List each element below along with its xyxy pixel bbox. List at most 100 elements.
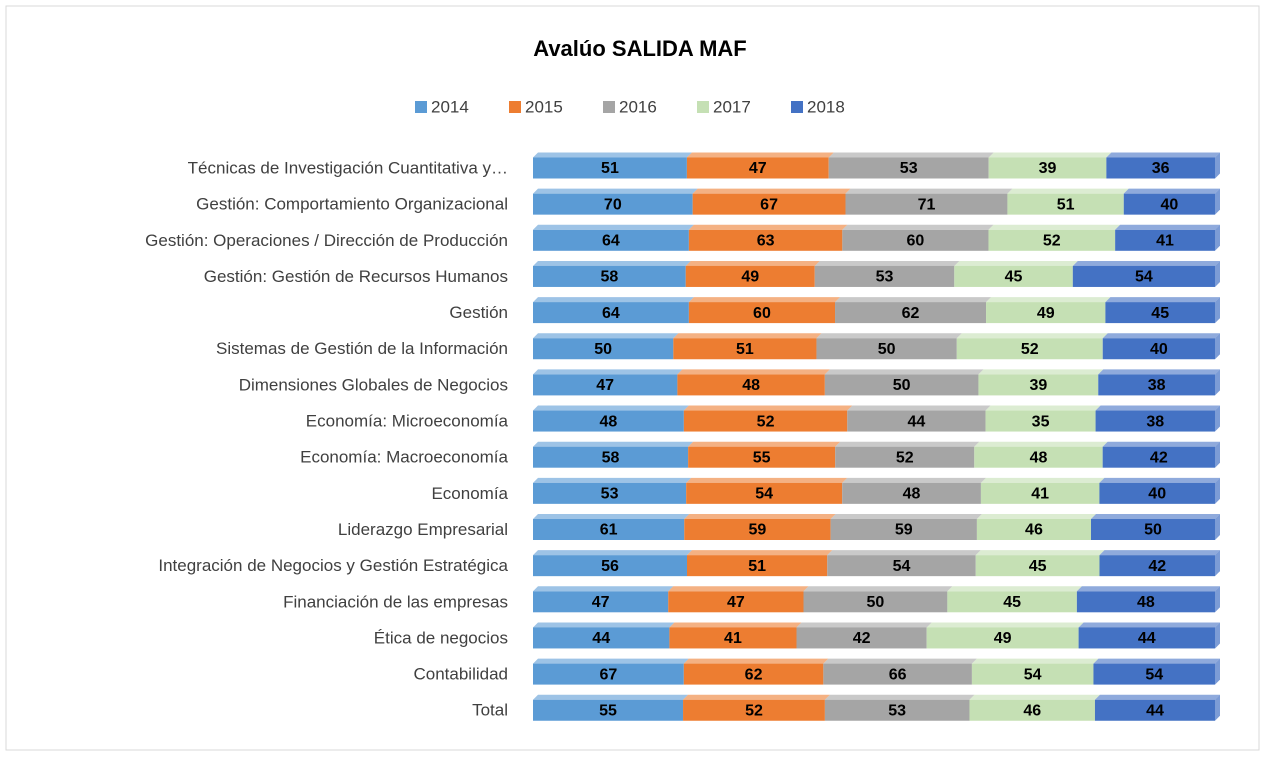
bar-top bbox=[673, 333, 822, 339]
bar-top bbox=[687, 550, 833, 556]
data-label: 53 bbox=[900, 160, 918, 177]
bar-side bbox=[1215, 260, 1220, 287]
bar-segment bbox=[533, 302, 689, 324]
data-label: 53 bbox=[888, 702, 906, 719]
data-label: 58 bbox=[600, 269, 618, 286]
category-label: Total bbox=[472, 701, 508, 720]
bar-top bbox=[1098, 369, 1220, 375]
data-label: 39 bbox=[1039, 160, 1057, 177]
bar-segment bbox=[827, 555, 976, 577]
bar-segment bbox=[842, 229, 989, 251]
bar-top bbox=[668, 586, 809, 592]
data-label: 45 bbox=[1151, 305, 1169, 322]
bar-segment bbox=[533, 663, 684, 685]
category-label: Contabilidad bbox=[413, 665, 508, 684]
data-label: 41 bbox=[1156, 233, 1174, 250]
bar-top bbox=[845, 188, 1013, 194]
chart-title: Avalúo SALIDA MAF bbox=[533, 36, 746, 61]
data-label: 45 bbox=[1005, 269, 1023, 286]
legend-label: 2018 bbox=[807, 97, 845, 116]
data-label: 51 bbox=[748, 558, 766, 575]
bar-segment bbox=[677, 374, 825, 396]
data-label: 62 bbox=[902, 305, 920, 322]
data-label: 62 bbox=[745, 666, 763, 683]
bar-segment bbox=[835, 302, 987, 324]
bar-top bbox=[803, 586, 953, 592]
bar-top bbox=[533, 694, 689, 700]
bar-top bbox=[533, 477, 692, 483]
data-label: 51 bbox=[736, 341, 754, 358]
bar-top bbox=[947, 586, 1082, 592]
bar-segment bbox=[533, 410, 684, 432]
data-label: 52 bbox=[1043, 233, 1061, 250]
bar-top bbox=[971, 658, 1099, 664]
data-label: 42 bbox=[853, 630, 871, 647]
bar-top bbox=[677, 369, 830, 375]
bar-top bbox=[533, 586, 674, 592]
bar-top bbox=[1076, 586, 1220, 592]
category-label: Liderazgo Empresarial bbox=[338, 520, 508, 539]
bar-side bbox=[1215, 152, 1220, 179]
data-label: 70 bbox=[604, 196, 622, 213]
data-label: 41 bbox=[724, 630, 742, 647]
bar-side bbox=[1215, 477, 1220, 504]
bar-side bbox=[1215, 333, 1220, 360]
bar-segment bbox=[683, 663, 824, 685]
bar-segment bbox=[1102, 446, 1215, 468]
bar-segment bbox=[533, 591, 669, 613]
data-label: 48 bbox=[903, 486, 921, 503]
data-label: 42 bbox=[1148, 558, 1166, 575]
bar-top bbox=[688, 224, 848, 230]
bar-top bbox=[683, 658, 829, 664]
data-label: 49 bbox=[994, 630, 1012, 647]
data-label: 39 bbox=[1029, 377, 1047, 394]
bar-segment bbox=[1072, 265, 1215, 287]
bar-segment bbox=[688, 302, 836, 324]
bar-segment bbox=[533, 157, 687, 179]
bar-segment bbox=[1105, 302, 1215, 324]
bar-top bbox=[1094, 694, 1220, 700]
data-label: 52 bbox=[745, 702, 763, 719]
data-label: 54 bbox=[1135, 269, 1153, 286]
bar-side bbox=[1215, 694, 1220, 721]
data-label: 71 bbox=[918, 196, 936, 213]
data-label: 47 bbox=[596, 377, 614, 394]
data-label: 45 bbox=[1029, 558, 1047, 575]
bar-top bbox=[669, 622, 802, 628]
data-label: 53 bbox=[876, 269, 894, 286]
bar-top bbox=[533, 441, 694, 447]
data-label: 44 bbox=[1146, 702, 1164, 719]
bar-segment bbox=[830, 519, 977, 540]
legend-label: 2016 bbox=[619, 97, 657, 116]
bar-top bbox=[684, 514, 836, 519]
data-label: 54 bbox=[1145, 666, 1163, 683]
bar-top bbox=[842, 477, 986, 483]
bar-segment bbox=[985, 410, 1096, 432]
bar-top bbox=[986, 297, 1111, 303]
bar-top bbox=[975, 550, 1105, 556]
data-label: 49 bbox=[1037, 305, 1055, 322]
bar-top bbox=[1091, 514, 1220, 519]
category-label: Integración de Negocios y Gestión Estrat… bbox=[158, 556, 508, 575]
bar-top bbox=[1099, 477, 1220, 483]
bar-top bbox=[688, 297, 841, 303]
data-label: 64 bbox=[602, 305, 620, 322]
data-label: 50 bbox=[867, 594, 885, 611]
bar-segment bbox=[1093, 663, 1215, 685]
bar-segment bbox=[1091, 519, 1215, 540]
legend-swatch bbox=[509, 101, 521, 113]
data-label: 59 bbox=[749, 522, 767, 539]
bar-top bbox=[533, 369, 683, 375]
data-label: 67 bbox=[760, 196, 778, 213]
bar-segment bbox=[533, 519, 685, 540]
bar-segment bbox=[533, 374, 678, 396]
data-label: 56 bbox=[601, 558, 619, 575]
bar-segment bbox=[971, 663, 1094, 685]
data-label: 40 bbox=[1160, 196, 1178, 213]
category-label: Gestión: Comportamiento Organizacional bbox=[196, 195, 508, 214]
data-label: 36 bbox=[1152, 160, 1170, 177]
bar-segment bbox=[956, 338, 1103, 360]
bar-side bbox=[1215, 586, 1220, 613]
data-label: 52 bbox=[757, 413, 775, 430]
